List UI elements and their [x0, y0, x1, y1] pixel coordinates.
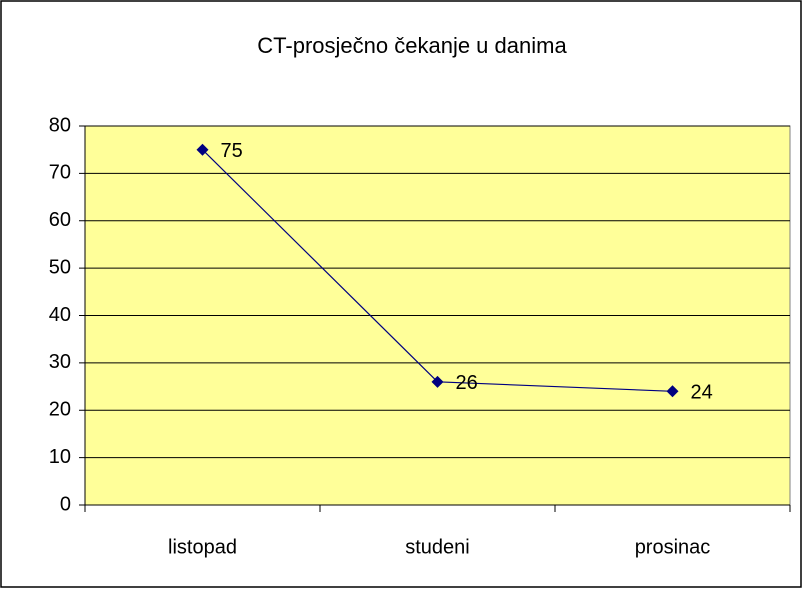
x-tick-label: studeni	[405, 536, 470, 558]
marker	[431, 375, 444, 388]
y-tick-label: 40	[49, 304, 71, 326]
y-tick-label: 60	[49, 209, 71, 231]
x-tick-label: prosinac	[635, 536, 711, 558]
data-label: 26	[456, 372, 478, 394]
y-tick-label: 20	[49, 399, 71, 421]
marker	[666, 385, 679, 398]
data-label: 75	[221, 140, 243, 162]
marker	[196, 143, 209, 156]
x-tick-label: listopad	[168, 536, 237, 558]
y-tick-label: 10	[49, 446, 71, 468]
chart-title: CT-prosječno čekanje u danima	[257, 33, 567, 58]
y-tick-label: 80	[49, 114, 71, 136]
data-label: 24	[691, 382, 713, 404]
y-tick-label: 70	[49, 162, 71, 184]
y-tick-label: 0	[60, 493, 71, 515]
y-tick-label: 50	[49, 256, 71, 278]
y-tick-label: 30	[49, 351, 71, 373]
